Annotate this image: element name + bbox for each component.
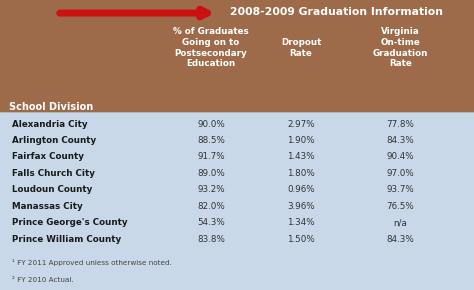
Text: 77.8%: 77.8% [387,119,414,128]
Text: Alexandria City: Alexandria City [12,119,88,128]
FancyArrowPatch shape [60,9,208,17]
Text: 93.2%: 93.2% [197,185,225,194]
Text: Loudoun County: Loudoun County [12,185,92,194]
Text: Manassas City: Manassas City [12,202,82,211]
Text: 88.5%: 88.5% [197,136,225,145]
Text: 0.96%: 0.96% [287,185,315,194]
Text: 1.80%: 1.80% [287,169,315,178]
Text: 83.8%: 83.8% [197,235,225,244]
Text: 1.50%: 1.50% [287,235,315,244]
Text: Arlington County: Arlington County [12,136,96,145]
Text: Virginia
On-time
Graduation
Rate: Virginia On-time Graduation Rate [373,27,428,68]
Text: 3.96%: 3.96% [287,202,315,211]
Text: 1.90%: 1.90% [287,136,315,145]
Text: 90.4%: 90.4% [387,153,414,162]
Text: Prince George's County: Prince George's County [12,218,128,227]
Text: 84.3%: 84.3% [387,136,414,145]
Text: 2.97%: 2.97% [287,119,315,128]
Text: ² FY 2010 Actual.: ² FY 2010 Actual. [12,277,73,283]
Text: Dropout
Rate: Dropout Rate [281,38,321,58]
Bar [0,112,474,290]
Text: 76.5%: 76.5% [387,202,414,211]
Text: 1.43%: 1.43% [287,153,315,162]
Text: Prince William County: Prince William County [12,235,121,244]
Text: 1.34%: 1.34% [287,218,315,227]
Text: 93.7%: 93.7% [387,185,414,194]
Text: Fairfax County: Fairfax County [12,153,84,162]
Text: 90.0%: 90.0% [197,119,225,128]
Text: 2008-2009 Graduation Information: 2008-2009 Graduation Information [230,7,443,17]
Text: School Division: School Division [9,102,94,112]
Text: Falls Church City: Falls Church City [12,169,95,178]
Text: ¹ FY 2011 Approved unless otherwise noted.: ¹ FY 2011 Approved unless otherwise note… [12,259,172,266]
Text: 91.7%: 91.7% [197,153,225,162]
Text: 84.3%: 84.3% [387,235,414,244]
Text: n/a: n/a [393,218,408,227]
Text: 89.0%: 89.0% [197,169,225,178]
Text: 97.0%: 97.0% [387,169,414,178]
Bar [0,0,474,112]
Text: 82.0%: 82.0% [197,202,225,211]
Text: 54.3%: 54.3% [197,218,225,227]
Text: % of Graduates
Going on to
Postsecondary
Education: % of Graduates Going on to Postsecondary… [173,27,249,68]
